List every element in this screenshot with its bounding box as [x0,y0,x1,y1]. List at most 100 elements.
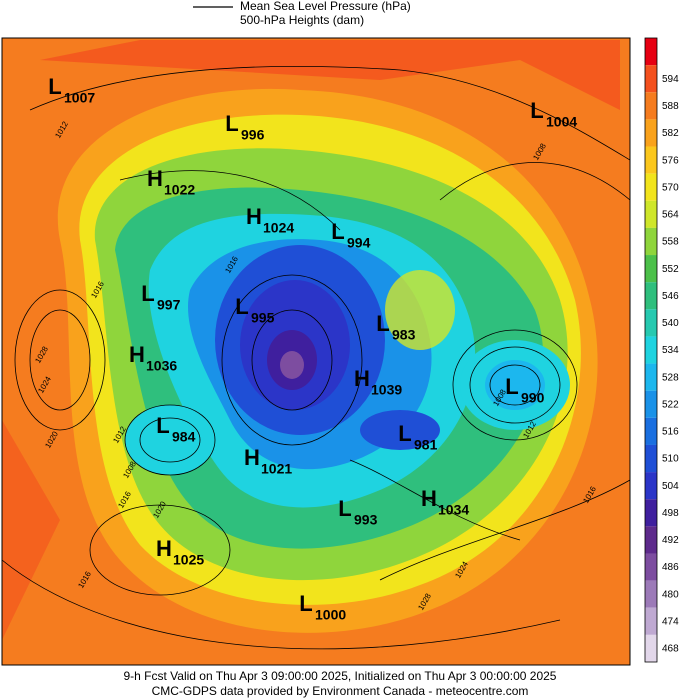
colorbar-cell [645,255,657,283]
center-pressure: 994 [347,235,371,251]
center-symbol: L [48,74,61,99]
colorbar-label: 468 [662,644,679,655]
center-pressure: 1021 [261,461,292,477]
height-band [485,360,545,410]
center-symbol: L [530,98,543,123]
colorbar-cell [645,119,657,147]
colorbar-label: 516 [662,427,679,438]
colorbar-label: 528 [662,372,679,383]
colorbar-cell [645,200,657,228]
colorbar-cell [645,634,657,662]
center-symbol: L [338,496,351,521]
colorbar-label: 576 [662,155,679,166]
center-pressure: 996 [241,127,265,143]
colorbar-cell [645,38,657,66]
colorbar-cell [645,173,657,201]
center-pressure: 984 [172,429,196,445]
center-pressure: 1024 [263,220,294,236]
colorbar: 594 588 582 576 570 564 558 552 546 540 534 528 522 5… [644,37,679,663]
center-pressure: 995 [251,310,275,326]
legend-line-label: Mean Sea Level Pressure (hPa) [240,0,411,13]
colorbar-cell [645,553,657,581]
center-pressure: 981 [414,437,438,453]
center-pressure: 1004 [546,114,577,130]
colorbar-label: 594 [662,74,679,85]
colorbar-cell [645,472,657,500]
center-symbol: L [235,294,248,319]
colorbar-cell [645,227,657,256]
center-symbol: H [354,366,370,391]
center-pressure: 993 [354,512,378,528]
colorbar-cell [645,92,657,120]
colorbar-label: 522 [662,399,679,410]
center-symbol: H [421,486,437,511]
colorbar-cell [645,390,657,418]
legend-fill-label: 500-hPa Heights (dam) [240,13,364,27]
colorbar-label: 588 [662,101,679,112]
colorbar-label: 534 [662,345,679,356]
colorbar-label: 486 [662,562,679,573]
colorbar-cell [645,499,657,527]
colorbar-label: 564 [662,210,679,221]
colorbar-label: 558 [662,237,679,248]
center-symbol: L [398,421,411,446]
center-pressure: 997 [157,297,181,313]
colorbar-cell [645,65,657,93]
center-symbol: H [129,342,145,367]
colorbar-label: 552 [662,264,679,275]
colorbar-label: 474 [662,617,679,628]
colorbar-frame [644,37,658,663]
height-band [385,270,455,350]
center-pressure: 1039 [371,382,402,398]
center-symbol: L [225,111,238,136]
center-pressure: 1034 [438,502,469,518]
center-symbol: L [156,413,169,438]
center-pressure: 1000 [315,607,346,623]
center-symbol: L [141,281,154,306]
center-pressure: 1022 [164,182,195,198]
colorbar-label: 492 [662,535,679,546]
center-pressure: 983 [392,327,416,343]
center-symbol: H [244,445,260,470]
footer-line: 9-h Fcst Valid on Thu Apr 3 09:00:00 202… [124,669,557,683]
colorbar-label: 504 [662,481,679,492]
center-symbol: H [156,536,172,561]
colorbar-cell [645,282,657,310]
center-symbol: L [505,374,518,399]
center-symbol: L [299,591,312,616]
height-band [280,351,304,379]
height-band [360,410,440,450]
colorbar-label: 546 [662,291,679,302]
colorbar-label: 582 [662,128,679,139]
map [2,38,630,665]
colorbar-cell [645,580,657,608]
height-band [125,405,215,475]
warm-region [2,420,60,640]
colorbar-label: 480 [662,589,679,600]
isobars [2,66,630,650]
colorbar-label: 498 [662,508,679,519]
colorbar-cell [645,526,657,554]
colorbar-label: 570 [662,182,679,193]
colorbar-cell [645,363,657,391]
colorbar-label: 510 [662,454,679,465]
center-symbol: H [246,204,262,229]
colorbar-cell [645,146,657,174]
footer-line: CMC-GDPS data provided by Environment Ca… [152,684,529,698]
colorbar-cell [645,309,657,337]
center-symbol: L [376,311,389,336]
colorbar-label: 540 [662,318,679,329]
warm-region [40,40,620,110]
center-pressure: 1025 [173,552,204,568]
center-pressure: 1036 [146,358,177,374]
colorbar-cell [645,444,657,473]
center-symbol: H [147,166,163,191]
center-pressure: 990 [521,390,545,406]
colorbar-cell [645,336,657,364]
map-frame [1,37,631,666]
center-symbol: L [331,219,344,244]
colorbar-cell [645,607,657,635]
center-pressure: 1007 [64,90,95,106]
colorbar-cell [645,417,657,445]
